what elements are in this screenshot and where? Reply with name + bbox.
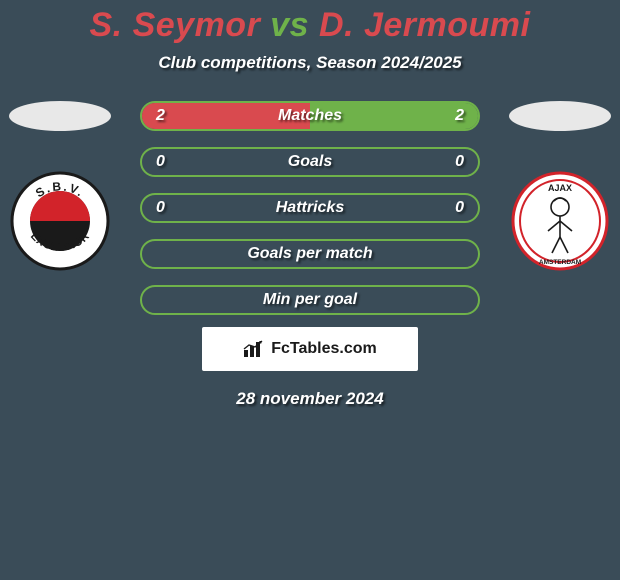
stat-value-right: 0	[455, 199, 464, 217]
ajax-badge-icon: AJAX AMSTERDAM	[510, 171, 610, 271]
right-club-badge: AJAX AMSTERDAM	[510, 171, 610, 271]
stat-bar: Matches 2 2	[140, 101, 480, 131]
stat-label: Min per goal	[263, 291, 357, 309]
stats-column: Matches 2 2 Goals 0 0 Hattricks 0 0 Goals per mat…	[120, 101, 500, 315]
stat-value-left: 2	[156, 107, 165, 125]
left-player-name: S. Seymor	[90, 6, 261, 44]
stat-bar: Goals 0 0	[140, 147, 480, 177]
excelsior-badge-icon: S.B.V. EXCELSIOR	[10, 171, 110, 271]
svg-text:AMSTERDAM: AMSTERDAM	[539, 259, 581, 266]
bar-chart-icon	[243, 340, 265, 358]
stat-label: Goals	[288, 153, 332, 171]
stat-bar: Hattricks 0 0	[140, 193, 480, 223]
stat-bar: Goals per match	[140, 239, 480, 269]
page-title: S. Seymor vs D. Jermoumi	[0, 6, 620, 45]
right-player-name: D. Jermoumi	[319, 6, 530, 44]
attribution-box[interactable]: FcTables.com	[202, 327, 418, 371]
stat-bar: Min per goal	[140, 285, 480, 315]
main-row: S.B.V. EXCELSIOR Matches22Goals00Hattric…	[0, 101, 620, 315]
stat-value-left: 0	[156, 199, 165, 217]
right-player-photo	[509, 101, 611, 131]
left-club-badge: S.B.V. EXCELSIOR	[10, 171, 110, 271]
left-player-photo	[9, 101, 111, 131]
stat-value-right: 2	[455, 107, 464, 125]
stat-value-left: 0	[156, 153, 165, 171]
left-side-col: S.B.V. EXCELSIOR	[0, 101, 120, 271]
stat-label: Matches	[278, 107, 342, 125]
vs-separator: vs	[270, 6, 309, 44]
right-side-col: AJAX AMSTERDAM	[500, 101, 620, 271]
subtitle: Club competitions, Season 2024/2025	[0, 53, 620, 73]
stat-label: Hattricks	[276, 199, 344, 217]
stat-label: Goals per match	[247, 245, 372, 263]
date-line: 28 november 2024	[0, 389, 620, 409]
stat-value-right: 0	[455, 153, 464, 171]
comparison-card: S. Seymor vs D. Jermoumi Club competitio…	[0, 0, 620, 409]
attribution-text: FcTables.com	[271, 340, 377, 358]
svg-text:AJAX: AJAX	[548, 183, 572, 193]
